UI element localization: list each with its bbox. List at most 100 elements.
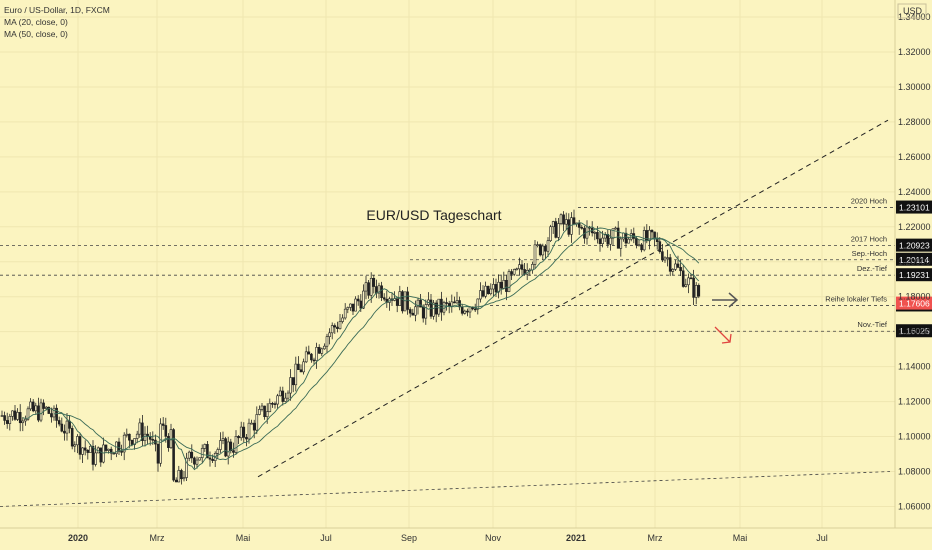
candle-body xyxy=(637,244,641,247)
candle-body xyxy=(614,227,617,230)
candle-body xyxy=(640,244,643,251)
candle-body xyxy=(86,449,90,453)
candle-body xyxy=(208,457,212,460)
candle-body xyxy=(151,439,155,441)
candle-body xyxy=(492,284,495,290)
candle-body xyxy=(562,214,565,225)
candle-body xyxy=(302,361,305,373)
candle-body xyxy=(359,300,363,309)
candle-body xyxy=(676,263,680,268)
candle-body xyxy=(336,326,339,329)
y-tick-label: 1.08000 xyxy=(898,467,931,477)
candle-body xyxy=(265,411,269,418)
candle-body xyxy=(68,420,71,429)
candle-body xyxy=(234,436,238,453)
candle-body xyxy=(668,257,672,272)
candle-body xyxy=(494,284,498,293)
candle-body xyxy=(356,298,360,302)
x-tick-label: 2021 xyxy=(566,533,586,543)
candle-body xyxy=(351,303,355,312)
candle-body xyxy=(203,444,207,449)
legend-symbol[interactable]: Euro / US-Dollar, 1D, FXCM xyxy=(4,5,110,15)
candle-body xyxy=(369,277,373,296)
candle-body xyxy=(663,257,667,261)
candle-body xyxy=(91,445,95,465)
candle-body xyxy=(450,301,454,307)
candle-body xyxy=(130,439,134,445)
level-value: 1.23101 xyxy=(899,203,930,213)
candle-body xyxy=(29,401,32,410)
candle-body xyxy=(307,351,311,355)
candle-body xyxy=(502,279,506,289)
candle-body xyxy=(593,232,597,234)
candle-body xyxy=(570,217,573,235)
candle-body xyxy=(507,271,511,292)
candle-body xyxy=(195,459,199,465)
candle-body xyxy=(83,447,87,451)
candle-body xyxy=(104,444,108,451)
candle-body xyxy=(346,307,350,310)
candle-body xyxy=(156,443,160,464)
price-axis: 1.06000 1.08000 1.10000 1.12000 1.14000 1.160… xyxy=(894,0,931,528)
level-value: 1.20923 xyxy=(899,241,930,251)
level-value-bg xyxy=(896,238,932,252)
candle-body xyxy=(13,410,17,420)
candle-body xyxy=(533,244,537,265)
candle-body xyxy=(120,451,123,453)
candle-body xyxy=(671,269,675,272)
grid xyxy=(0,0,895,528)
candle-body xyxy=(486,285,490,295)
legend-ma50[interactable]: MA (50, close, 0) xyxy=(4,29,68,39)
candle-body xyxy=(546,240,550,252)
candle-body xyxy=(174,479,178,483)
candle-body xyxy=(432,302,435,317)
candle-body xyxy=(8,416,12,424)
candle-body xyxy=(424,304,428,319)
candle-body xyxy=(330,325,334,334)
candle-body xyxy=(78,436,82,455)
candle-body xyxy=(606,233,610,245)
candle-body xyxy=(250,422,253,425)
y-tick-label: 1.34000 xyxy=(898,12,931,22)
candle-body xyxy=(271,402,274,405)
candle-body xyxy=(692,277,695,298)
level-value-bg xyxy=(896,252,932,266)
candle-body xyxy=(541,245,545,256)
candle-body xyxy=(5,420,9,424)
candle-body xyxy=(473,308,477,311)
candle-body xyxy=(148,436,152,440)
candle-body xyxy=(325,336,329,347)
x-tick-label: Mrz xyxy=(150,533,165,543)
candle-body xyxy=(278,390,282,397)
candle-body xyxy=(489,288,493,295)
level-value: 1.20114 xyxy=(899,255,929,265)
candle-body xyxy=(182,477,186,480)
candle-body xyxy=(453,301,456,304)
candle-body xyxy=(554,221,558,238)
trendline-rising xyxy=(257,119,889,478)
candle-body xyxy=(31,401,35,412)
candle-body xyxy=(557,223,560,238)
candle-body xyxy=(510,271,513,275)
candle-body xyxy=(421,306,425,319)
level-value: 1.19231 xyxy=(899,270,930,280)
x-tick-label: Mai xyxy=(733,533,748,543)
candle-body xyxy=(42,402,45,409)
candle-body xyxy=(466,310,469,313)
candle-body xyxy=(317,347,321,354)
candle-body xyxy=(609,237,612,245)
time-axis: 2020 Mrz Mai Jul Sep Nov 2021 Mrz Mai Jul xyxy=(0,527,932,543)
candle-body xyxy=(687,277,690,286)
candle-body xyxy=(598,238,602,244)
candle-body xyxy=(596,232,599,240)
candle-body xyxy=(128,433,131,441)
candle-body xyxy=(551,221,555,228)
candle-body xyxy=(229,441,233,451)
candle-body xyxy=(416,299,420,308)
candle-body xyxy=(237,436,240,439)
candle-body xyxy=(76,436,79,446)
candle-body xyxy=(684,284,688,287)
legend-ma20[interactable]: MA (20, close, 0) xyxy=(4,17,68,27)
